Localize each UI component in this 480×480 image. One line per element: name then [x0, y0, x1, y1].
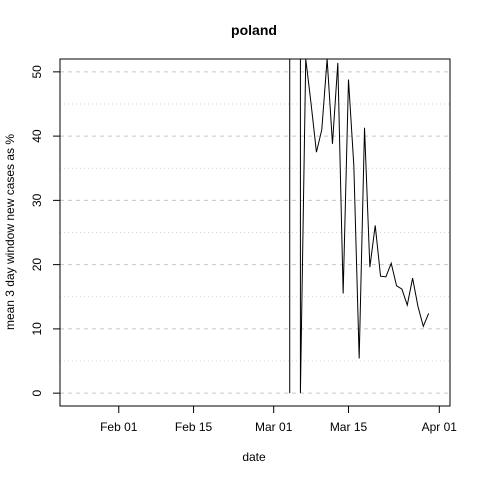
- x-tick-label: Feb 01: [100, 420, 138, 434]
- x-tick-label: Mar 01: [255, 420, 293, 434]
- plot-frame: [59, 58, 451, 407]
- grid: [60, 71, 450, 394]
- x-axis-label: date: [242, 450, 266, 464]
- chart-title: poland: [231, 22, 277, 38]
- y-axis-label: mean 3 day window new cases as %: [3, 134, 17, 330]
- x-tick-label: Feb 15: [175, 420, 213, 434]
- y-tick-label: 10: [30, 322, 44, 336]
- y-tick-label: 40: [30, 129, 44, 143]
- series-line: [289, 59, 430, 394]
- series-layer: [289, 59, 430, 394]
- y-tick-label: 20: [30, 258, 44, 272]
- y-axis: 0 10 20 30 40 50: [30, 65, 60, 396]
- x-tick-label: Apr 01: [422, 420, 458, 434]
- y-tick-label: 50: [30, 65, 44, 79]
- y-tick-label: 30: [30, 193, 44, 207]
- x-tick-label: Mar 15: [330, 420, 368, 434]
- y-tick-label: 0: [30, 389, 44, 396]
- x-axis: Feb 01 Feb 15 Mar 01 Mar 15 Apr 01: [100, 406, 457, 434]
